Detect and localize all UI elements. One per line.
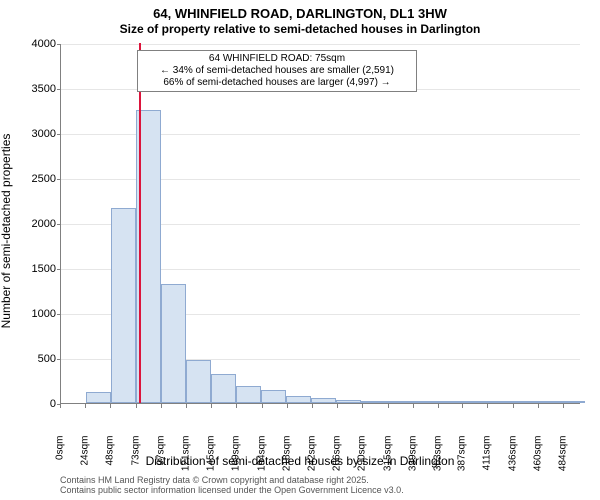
histogram-bar xyxy=(385,401,410,403)
x-tick-mark xyxy=(186,404,187,408)
x-tick-mark xyxy=(262,404,263,408)
histogram-bar xyxy=(535,401,560,403)
x-tick-mark xyxy=(312,404,313,408)
attribution-text: Contains HM Land Registry data © Crown c… xyxy=(60,475,404,495)
histogram-bar xyxy=(435,401,460,403)
property-marker-line xyxy=(139,43,141,403)
histogram-bar xyxy=(361,401,386,403)
x-axis-ticks: 0sqm24sqm48sqm73sqm97sqm121sqm145sqm169s… xyxy=(60,404,580,454)
y-tick-mark xyxy=(57,44,61,45)
x-tick-mark xyxy=(362,404,363,408)
x-tick-mark xyxy=(161,404,162,408)
page-subtitle: Size of property relative to semi-detach… xyxy=(0,22,600,36)
y-tick-label: 2000 xyxy=(16,218,56,230)
x-tick-mark xyxy=(136,404,137,408)
page-title: 64, WHINFIELD ROAD, DARLINGTON, DL1 3HW xyxy=(0,6,600,21)
y-tick-label: 0 xyxy=(16,398,56,410)
x-tick-mark xyxy=(85,404,86,408)
x-axis-label: Distribution of semi-detached houses by … xyxy=(0,454,600,468)
histogram-bar xyxy=(311,398,336,403)
annotation-line: ← 34% of semi-detached houses are smalle… xyxy=(142,65,412,77)
y-tick-mark xyxy=(57,224,61,225)
y-tick-mark xyxy=(57,89,61,90)
histogram-bar xyxy=(460,401,485,403)
x-tick-mark xyxy=(413,404,414,408)
y-tick-label: 2500 xyxy=(16,173,56,185)
annotation-line: 64 WHINFIELD ROAD: 75sqm xyxy=(142,53,412,65)
y-tick-label: 3000 xyxy=(16,128,56,140)
x-tick-mark xyxy=(487,404,488,408)
y-tick-mark xyxy=(57,179,61,180)
histogram-bar xyxy=(186,360,211,403)
x-tick-mark xyxy=(236,404,237,408)
x-tick-mark xyxy=(462,404,463,408)
histogram-bar xyxy=(111,208,136,403)
histogram-bar xyxy=(236,386,261,403)
histogram-bar xyxy=(410,401,435,403)
attribution-line: Contains HM Land Registry data © Crown c… xyxy=(60,475,404,485)
x-tick-mark xyxy=(563,404,564,408)
y-tick-label: 3500 xyxy=(16,83,56,95)
x-tick-mark xyxy=(60,404,61,408)
x-tick-mark xyxy=(337,404,338,408)
annotation-box: 64 WHINFIELD ROAD: 75sqm← 34% of semi-de… xyxy=(137,50,417,92)
y-tick-mark xyxy=(57,314,61,315)
y-tick-mark xyxy=(57,269,61,270)
attribution-line: Contains public sector information licen… xyxy=(60,485,404,495)
annotation-line: 66% of semi-detached houses are larger (… xyxy=(142,77,412,89)
histogram-bar xyxy=(510,401,535,403)
x-tick-mark xyxy=(538,404,539,408)
histogram-bar xyxy=(560,401,585,403)
histogram-bar xyxy=(485,401,510,403)
histogram-bar xyxy=(286,396,311,403)
histogram-bar xyxy=(211,374,236,403)
histogram-bar xyxy=(86,392,111,403)
y-axis-label: Number of semi-detached properties xyxy=(0,134,13,329)
x-tick-mark xyxy=(110,404,111,408)
histogram-bar xyxy=(161,284,186,403)
y-tick-label: 500 xyxy=(16,353,56,365)
y-tick-label: 4000 xyxy=(16,38,56,50)
x-tick-mark xyxy=(388,404,389,408)
histogram-bar xyxy=(336,400,361,403)
histogram-bar xyxy=(261,390,286,403)
x-tick-mark xyxy=(513,404,514,408)
y-tick-mark xyxy=(57,359,61,360)
y-tick-label: 1500 xyxy=(16,263,56,275)
histogram-plot-area: 64 WHINFIELD ROAD: 75sqm← 34% of semi-de… xyxy=(60,44,580,404)
y-tick-mark xyxy=(57,134,61,135)
x-tick-mark xyxy=(211,404,212,408)
x-tick-mark xyxy=(438,404,439,408)
y-tick-label: 1000 xyxy=(16,308,56,320)
x-tick-mark xyxy=(287,404,288,408)
